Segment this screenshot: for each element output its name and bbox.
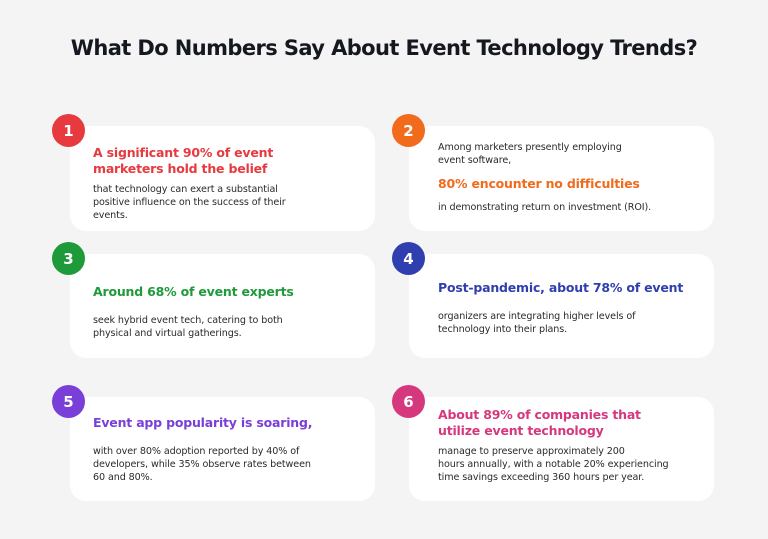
stat-heading: Post-pandemic, about 78% of event xyxy=(438,280,684,295)
stat-heading: Event app popularity is soaring, xyxy=(93,415,313,430)
stat-body: organizers are integrating higher levels… xyxy=(438,311,636,335)
stat-body: that technology can exert a substantial … xyxy=(93,184,286,221)
stat-heading: Around 68% of event experts xyxy=(93,284,294,299)
stat-text-5: Event app popularity is soaring, with ov… xyxy=(93,415,365,484)
stat-card-2 xyxy=(409,126,714,231)
stat-text-3: Around 68% of event experts seek hybrid … xyxy=(93,284,363,340)
number-badge-3: 3 xyxy=(52,242,85,275)
stat-body: seek hybrid event tech, catering to both… xyxy=(93,315,283,339)
stat-card-3 xyxy=(70,254,375,358)
stat-text-4: Post-pandemic, about 78% of event organi… xyxy=(438,280,710,336)
stat-intro: Among marketers presently employing even… xyxy=(438,142,622,166)
stat-body: in demonstrating return on investment (R… xyxy=(438,202,652,213)
stat-heading: A significant 90% of event marketers hol… xyxy=(93,145,274,176)
number-badge-1: 1 xyxy=(52,114,85,147)
stat-card-6 xyxy=(409,397,714,501)
page-title: What Do Numbers Say About Event Technolo… xyxy=(70,36,698,60)
stat-heading: About 89% of companies that utilize even… xyxy=(438,407,641,438)
stat-card-4 xyxy=(409,254,714,358)
stat-card-5 xyxy=(70,397,375,501)
number-badge-2: 2 xyxy=(392,114,425,147)
number-badge-5: 5 xyxy=(52,385,85,418)
stat-text-2: Among marketers presently employing even… xyxy=(438,141,708,214)
stat-text-1: A significant 90% of event marketers hol… xyxy=(93,145,363,222)
stat-card-1 xyxy=(70,126,375,231)
stat-body: with over 80% adoption reported by 40% o… xyxy=(93,446,311,483)
number-badge-6: 6 xyxy=(392,385,425,418)
stat-heading: 80% encounter no difficulties xyxy=(438,176,640,191)
stat-body: manage to preserve approximately 200 hou… xyxy=(438,446,669,483)
stat-text-6: About 89% of companies that utilize even… xyxy=(438,407,710,484)
number-badge-4: 4 xyxy=(392,242,425,275)
